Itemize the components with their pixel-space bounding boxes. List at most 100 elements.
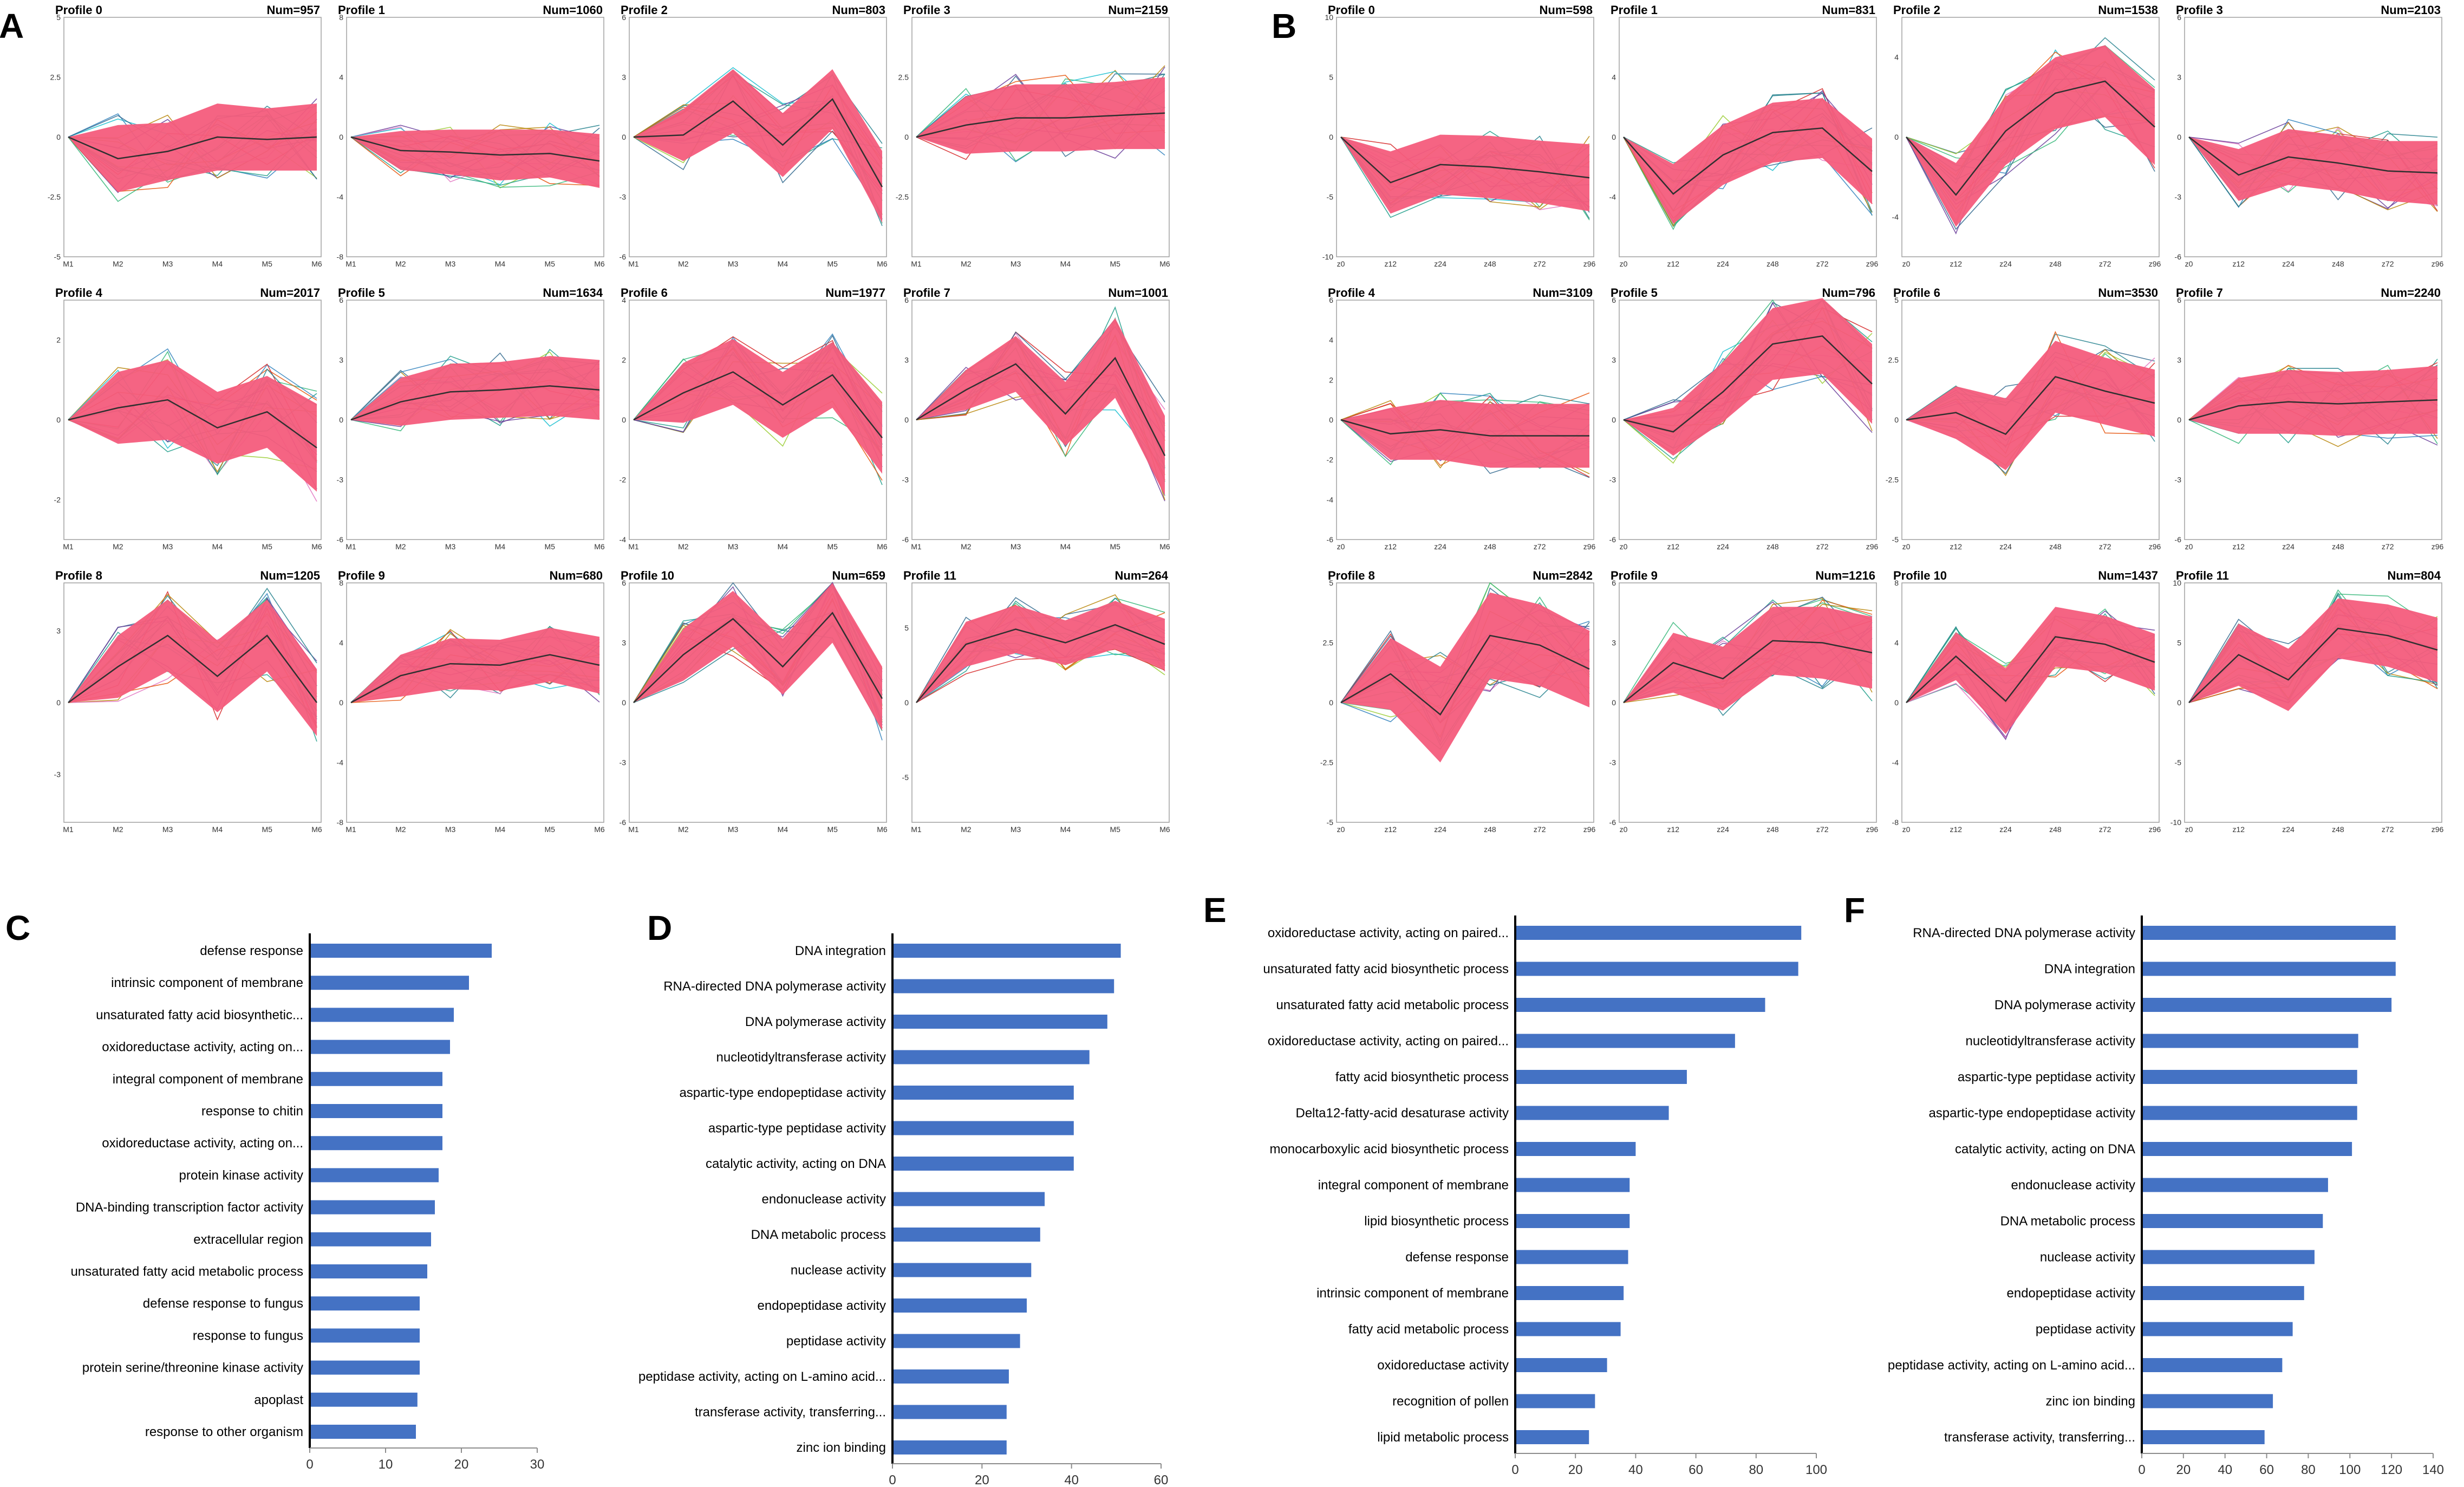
x-tick-label: M4 xyxy=(495,542,506,551)
profile-title: Profile 6 xyxy=(1893,286,1940,300)
bar xyxy=(892,1298,1027,1313)
category-label: DNA metabolic process xyxy=(751,1228,886,1242)
x-tick-label: z48 xyxy=(2332,825,2344,834)
profile-title: Profile 2 xyxy=(1893,3,1940,17)
x-tick-label: 20 xyxy=(454,1457,469,1472)
profile-plot: Profile 10 Num=659 -6 -3 0 3 6 M1 M2 M3 M4 M5 M6 xyxy=(620,569,888,834)
y-tick-label: 3 xyxy=(2177,73,2181,82)
x-tick-label: M5 xyxy=(827,825,838,834)
profile-plot: Profile 6 Num=1977 -4 -2 0 2 4 M1 M2 M3 M4 M5 M6 xyxy=(620,286,888,551)
profile-count: Num=1977 xyxy=(825,286,885,300)
profile-count: Num=1538 xyxy=(2098,3,2158,17)
y-tick-label: -4 xyxy=(337,758,344,767)
x-tick-label: M4 xyxy=(212,825,223,834)
y-tick-label: 2.5 xyxy=(50,73,61,82)
category-label: RNA-directed DNA polymerase activity xyxy=(1913,926,2135,940)
bar xyxy=(2142,926,2396,940)
category-label: defense response to fungus xyxy=(143,1296,303,1311)
x-tick-label: z12 xyxy=(2233,259,2245,268)
expression-band xyxy=(634,339,882,474)
panel-label-c: C xyxy=(5,908,30,947)
bar xyxy=(892,1157,1074,1171)
x-tick-label: M3 xyxy=(728,542,739,551)
y-tick-label: 6 xyxy=(339,296,343,304)
y-tick-label: 6 xyxy=(904,296,909,304)
y-tick-label: -3 xyxy=(620,193,627,202)
mean-profile-line xyxy=(68,634,318,704)
x-tick-label: 60 xyxy=(2259,1463,2274,1477)
y-tick-label: -2.5 xyxy=(1320,758,1333,767)
mean-profile-line xyxy=(350,136,600,162)
category-label: intrinsic component of membrane xyxy=(111,976,303,990)
y-tick-label: 0 xyxy=(1894,415,1899,424)
x-tick-label: z24 xyxy=(1999,259,2012,268)
x-tick-label: z96 xyxy=(2432,259,2444,268)
x-tick-label: M5 xyxy=(1110,825,1120,834)
mean-profile-line xyxy=(633,612,883,703)
x-tick-label: M6 xyxy=(311,259,322,268)
profile-plot: Profile 3 Num=2103 -6 -3 0 3 6 z0 z12 z24 z48 z72 z9… xyxy=(2175,3,2444,268)
y-tick-label: -6 xyxy=(1609,535,1616,544)
panel-label-d: D xyxy=(647,908,672,947)
x-tick-label: z24 xyxy=(1999,542,2012,551)
x-tick-label: M1 xyxy=(346,542,356,551)
x-tick-label: z0 xyxy=(2185,259,2193,268)
x-tick-label: M6 xyxy=(877,825,888,834)
x-tick-label: M3 xyxy=(1011,542,1021,551)
x-tick-label: z72 xyxy=(1534,825,1546,834)
y-tick-label: 0 xyxy=(2177,698,2181,707)
x-tick-label: 80 xyxy=(2301,1463,2316,1477)
x-tick-label: M2 xyxy=(961,825,972,834)
x-tick-label: M2 xyxy=(961,259,972,268)
x-tick-label: z72 xyxy=(2099,825,2111,834)
y-tick-label: 10 xyxy=(1325,13,1333,22)
plot-frame xyxy=(911,17,1170,257)
x-tick-label: 20 xyxy=(975,1473,989,1487)
y-tick-label: -3 xyxy=(2175,476,2182,484)
y-tick-label: -3 xyxy=(54,770,61,779)
profile-title: Profile 4 xyxy=(1328,286,1376,300)
x-tick-label: 0 xyxy=(1511,1463,1518,1477)
x-tick-label: z0 xyxy=(1337,542,1345,551)
x-tick-label: M2 xyxy=(395,259,406,268)
profile-title: Profile 0 xyxy=(55,3,102,17)
category-label: DNA integration xyxy=(2044,962,2135,977)
category-label: integral component of membrane xyxy=(113,1072,303,1087)
x-tick-label: M2 xyxy=(113,259,123,268)
x-tick-label: M4 xyxy=(495,825,506,834)
mean-profile-line xyxy=(68,399,317,449)
category-label: nuclease activity xyxy=(791,1263,886,1278)
category-label: endopeptidase activity xyxy=(758,1298,886,1313)
profile-title: Profile 3 xyxy=(2176,3,2223,17)
bar-chart-d: D DNA integration RNA-directed DNA polymer… xyxy=(638,908,1168,1487)
x-tick-label: z48 xyxy=(1484,259,1496,268)
x-tick-label: z72 xyxy=(1816,542,1829,551)
category-label: unsaturated fatty acid biosynthetic... xyxy=(96,1008,303,1022)
category-label: oxidoreductase activity, acting on... xyxy=(102,1040,303,1055)
expression-band xyxy=(1341,592,1589,763)
x-tick-label: z48 xyxy=(2049,259,2062,268)
y-tick-label: 0 xyxy=(622,698,626,707)
y-tick-label: 5 xyxy=(1894,296,1899,304)
mean-profile-line xyxy=(1340,634,1590,716)
x-tick-label: M3 xyxy=(445,825,456,834)
x-tick-label: z0 xyxy=(1337,259,1345,268)
x-tick-label: M1 xyxy=(346,259,356,268)
x-tick-label: M6 xyxy=(1159,542,1170,551)
y-tick-label: 6 xyxy=(1612,579,1616,587)
y-tick-label: 2.5 xyxy=(1888,356,1899,365)
bar xyxy=(1515,1286,1624,1300)
x-tick-label: z12 xyxy=(1667,825,1680,834)
profile-count: Num=2240 xyxy=(2381,286,2441,300)
y-tick-label: 0 xyxy=(56,698,61,707)
bar xyxy=(310,1264,427,1278)
y-tick-label: 6 xyxy=(622,13,626,22)
bar xyxy=(892,1121,1074,1135)
x-tick-label: z48 xyxy=(1766,825,1779,834)
plot-frame xyxy=(911,582,1170,823)
y-tick-label: -10 xyxy=(2170,818,2181,827)
x-tick-label: M6 xyxy=(594,259,605,268)
x-tick-label: z72 xyxy=(1534,259,1546,268)
y-tick-label: 0 xyxy=(1329,415,1333,424)
bar xyxy=(2142,1034,2358,1048)
